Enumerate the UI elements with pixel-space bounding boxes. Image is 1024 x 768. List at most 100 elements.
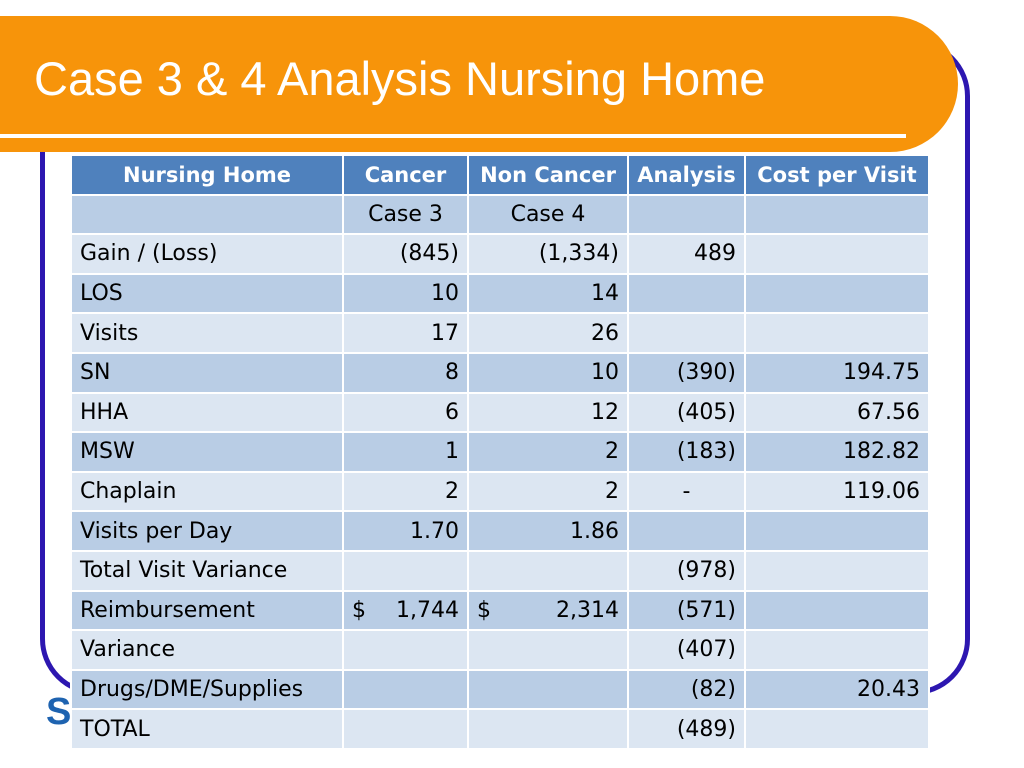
analysis-cell <box>627 272 746 315</box>
analysis-cell: (183) <box>627 431 746 473</box>
non-cancer-cell: 26 <box>467 312 629 354</box>
table-row: LOS 10 14 <box>70 272 930 315</box>
table-row: HHA 6 12 (405) 67.56 <box>70 391 930 434</box>
cancer-cell <box>342 549 469 592</box>
table-row: Drugs/DME/Supplies (82) 20.43 <box>70 668 930 711</box>
analysis-cell: (405) <box>627 391 746 434</box>
analysis-cell: - <box>627 470 746 513</box>
table-body: Case 3 Case 4 Gain / (Loss) (845) (1,334) 4… <box>70 193 930 750</box>
currency-symbol: $ <box>352 597 366 623</box>
table-row: TOTAL (489) <box>70 708 930 750</box>
cost-per-visit-cell <box>744 589 930 632</box>
non-cancer-cell: 12 <box>467 391 629 434</box>
non-cancer-cell: (1,334) <box>467 233 629 275</box>
table-cell <box>627 193 746 236</box>
header-row: Nursing Home Cancer Non Cancer Analysis … <box>70 154 930 196</box>
non-cancer-cell: 10 <box>467 351 629 394</box>
cost-per-visit-cell <box>744 629 930 671</box>
title-underline <box>0 134 906 138</box>
analysis-cell: (489) <box>627 708 746 750</box>
cost-per-visit-cell: 194.75 <box>744 351 930 394</box>
cost-per-visit-cell: 20.43 <box>744 668 930 711</box>
non-cancer-cell <box>467 629 629 671</box>
cancer-cell: 1.70 <box>342 510 469 552</box>
row-label: Chaplain <box>70 470 344 513</box>
cell-value: 1,744 <box>396 597 459 623</box>
cancer-cell: 6 <box>342 391 469 434</box>
non-cancer-cell <box>467 549 629 592</box>
slide-title: Case 3 & 4 Analysis Nursing Home <box>34 52 766 105</box>
row-label: LOS <box>70 272 344 315</box>
cost-per-visit-cell <box>744 549 930 592</box>
row-label: Reimbursement <box>70 589 344 632</box>
analysis-cell: 489 <box>627 233 746 275</box>
row-label: Variance <box>70 629 344 671</box>
row-label: TOTAL <box>70 708 344 750</box>
cancer-cell: 2 <box>342 470 469 513</box>
table-row: Chaplain 2 2-119.06 <box>70 470 930 513</box>
cancer-cell <box>342 668 469 711</box>
cancer-cell <box>342 708 469 750</box>
row-label: Visits per Day <box>70 510 344 552</box>
header-analysis: Analysis <box>627 154 746 196</box>
cost-per-visit-cell: 119.06 <box>744 470 930 513</box>
cancer-cell: 10 <box>342 272 469 315</box>
cost-per-visit-cell: 67.56 <box>744 391 930 434</box>
row-label: SN <box>70 351 344 394</box>
non-cancer-cell: 2 <box>467 431 629 473</box>
table-row: Visits 17 26 <box>70 312 930 354</box>
table-row: Gain / (Loss) (845) (1,334) 489 <box>70 233 930 275</box>
cell-value: 2,314 <box>556 597 619 623</box>
row-label: Total Visit Variance <box>70 549 344 592</box>
cost-per-visit-cell <box>744 708 930 750</box>
cost-per-visit-cell <box>744 510 930 552</box>
analysis-cell: (407) <box>627 629 746 671</box>
analysis-cell: (82) <box>627 668 746 711</box>
company-logo: S <box>46 691 72 733</box>
non-cancer-cell: 1.86 <box>467 510 629 552</box>
analysis-cell: (978) <box>627 549 746 592</box>
table-cell: Case 3 <box>342 193 469 236</box>
cost-per-visit-cell <box>744 312 930 354</box>
title-bar <box>0 16 958 152</box>
table-row: Variance (407) <box>70 629 930 671</box>
table-cell <box>744 193 930 236</box>
non-cancer-cell: 2 <box>467 470 629 513</box>
analysis-table: Nursing Home Cancer Non Cancer Analysis … <box>70 154 930 750</box>
analysis-cell: (390) <box>627 351 746 394</box>
cancer-cell <box>342 629 469 671</box>
non-cancer-cell <box>467 668 629 711</box>
header-nursing-home: Nursing Home <box>70 154 344 196</box>
cancer-cell: 8 <box>342 351 469 394</box>
analysis-cell <box>627 510 746 552</box>
row-label: HHA <box>70 391 344 434</box>
cancer-cell: 17 <box>342 312 469 354</box>
non-cancer-cell: 14 <box>467 272 629 315</box>
cancer-cell: $1,744 <box>342 589 469 632</box>
table-row: SN 8 10 (390) 194.75 <box>70 351 930 394</box>
currency-symbol: $ <box>477 597 491 623</box>
header-non-cancer: Non Cancer <box>467 154 629 196</box>
case-row: Case 3 Case 4 <box>70 193 930 236</box>
cost-per-visit-cell <box>744 233 930 275</box>
row-label: Drugs/DME/Supplies <box>70 668 344 711</box>
non-cancer-cell <box>467 708 629 750</box>
row-label: Visits <box>70 312 344 354</box>
table-cell <box>70 193 344 236</box>
cost-per-visit-cell: 182.82 <box>744 431 930 473</box>
row-label: Gain / (Loss) <box>70 233 344 275</box>
table-row: MSW 1 2 (183) 182.82 <box>70 431 930 473</box>
table-cell: Case 4 <box>467 193 629 236</box>
table-row: Reimbursement $1,744 $2,314 (571) <box>70 589 930 632</box>
analysis-cell <box>627 312 746 354</box>
cancer-cell: 1 <box>342 431 469 473</box>
non-cancer-cell: $2,314 <box>467 589 629 632</box>
header-cancer: Cancer <box>342 154 469 196</box>
row-label: MSW <box>70 431 344 473</box>
analysis-cell: (571) <box>627 589 746 632</box>
table-row: Total Visit Variance (978) <box>70 549 930 592</box>
cancer-cell: (845) <box>342 233 469 275</box>
header-cost-per-visit: Cost per Visit <box>744 154 930 196</box>
cost-per-visit-cell <box>744 272 930 315</box>
table-row: Visits per Day 1.70 1.86 <box>70 510 930 552</box>
